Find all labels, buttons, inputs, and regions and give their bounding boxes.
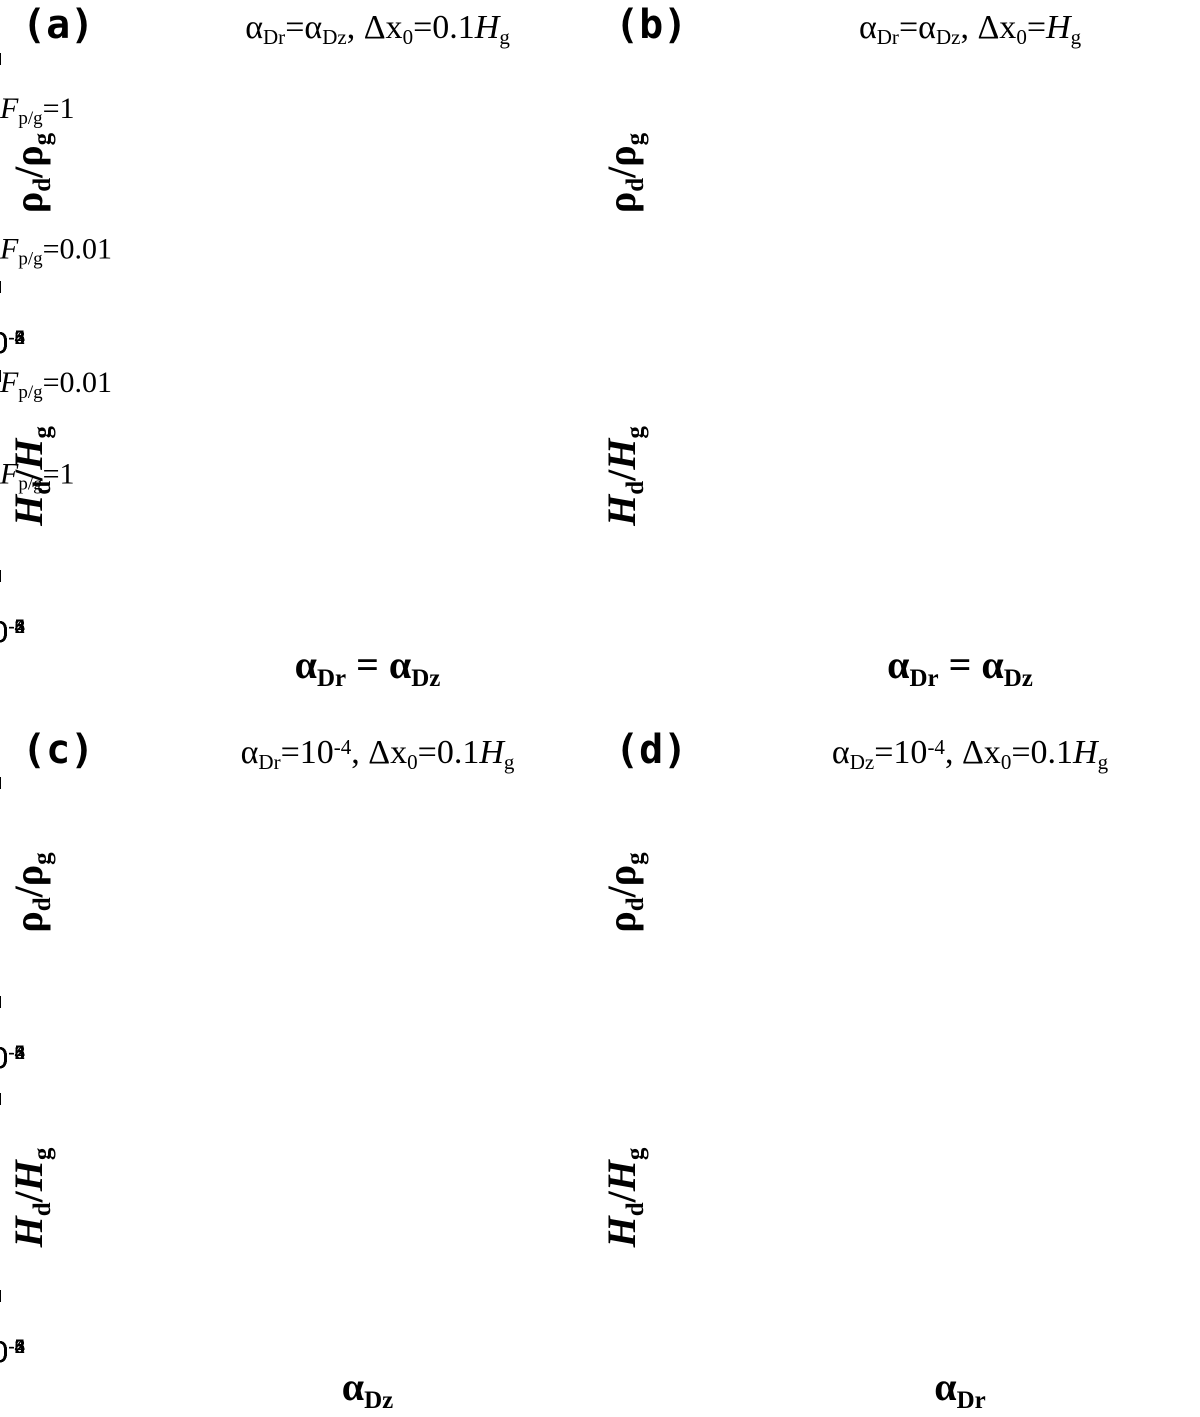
annotation: Fp/g=0.01: [0, 366, 112, 403]
bottom-subplot: 10-610-510-410-310-210-210-1100Fp/g=0.01…: [0, 366, 112, 649]
y-axis-label: ρd/ρg: [599, 852, 649, 933]
x-axis-label: αDr: [934, 1364, 985, 1414]
panel-title: αDr=10-4, Δx0=0.1Hg: [241, 734, 515, 774]
x-tick-label: 10-5: [0, 616, 25, 649]
x-tick-label: 10-5: [0, 327, 25, 360]
annotation: Fp/g=0.01: [0, 233, 112, 270]
x-tick-label: 10-2: [0, 616, 25, 649]
panel-b: (b)αDr=αDz, Δx0=Hg10-610-510-410-310-210…: [0, 2, 1082, 692]
x-tick-label: 10-6: [0, 327, 25, 360]
x-tick-label: 10-6: [0, 1336, 25, 1369]
x-tick-label: 10-6: [0, 1336, 25, 1369]
x-tick-label: 10-5: [0, 1042, 25, 1075]
x-tick-label: 10-5: [0, 1336, 25, 1369]
panel-letter: (a): [22, 2, 94, 48]
x-tick-label: 10-2: [0, 1042, 25, 1075]
x-tick-label: 10-3: [0, 616, 25, 649]
x-tick-label: 10-3: [0, 616, 25, 649]
panel-letter: (c): [22, 727, 94, 773]
panel-c: (c)αDr=10-4, Δx0=0.1Hg10-610-510-410-310…: [0, 727, 515, 1414]
x-tick-label: 10-2: [0, 1336, 25, 1369]
bottom-subplot: 10-610-510-410-310-210-210-1100Hd/Hg: [0, 1093, 56, 1369]
top-subplot: 10-610-510-410-310-210-2100102104ρd/ρg: [0, 764, 649, 1075]
panel-title: αDr=αDz, Δx0=Hg: [859, 9, 1082, 49]
x-tick-label: 10-2: [0, 616, 25, 649]
x-tick-label: 10-5: [0, 1336, 25, 1369]
panel-d: (d)αDz=10-4, Δx0=0.1Hg10-610-510-410-310…: [0, 727, 1109, 1414]
x-tick-label: 10-4: [0, 327, 26, 360]
x-tick-label: 10-6: [0, 1042, 25, 1075]
x-tick-label: 10-2: [0, 1336, 25, 1369]
x-tick-label: 10-6: [0, 616, 25, 649]
x-tick-label: 10-4: [0, 616, 26, 649]
x-tick-label: 10-5: [0, 616, 25, 649]
x-tick-label: 10-4: [0, 616, 26, 649]
x-tick-label: 10-4: [0, 1336, 26, 1369]
annotation: Fp/g=1: [0, 457, 75, 494]
top-subplot: 10-610-510-410-310-210-2100102104ρd/ρg: [0, 40, 649, 360]
x-tick-label: 10-2: [0, 1042, 25, 1075]
x-tick-label: 10-4: [0, 1042, 26, 1075]
x-axis-label: αDr = αDz: [295, 642, 441, 692]
x-axis-label: αDz: [342, 1364, 393, 1414]
x-tick-label: 10-3: [0, 1042, 25, 1075]
y-axis-label: Hd/Hg: [599, 426, 649, 527]
top-subplot: 10-610-510-410-310-210-2100102104Fp/g=1F…: [0, 40, 112, 360]
bottom-subplot: 10-610-510-410-310-210-210-1100Hd/Hg: [0, 1093, 649, 1369]
x-tick-label: 10-3: [0, 1336, 25, 1369]
x-tick-label: 10-6: [0, 616, 25, 649]
y-axis-label: ρd/ρg: [6, 852, 56, 933]
panel-title: αDr=αDz, Δx0=0.1Hg: [245, 9, 510, 49]
x-tick-label: 10-4: [0, 1042, 26, 1075]
y-axis-label: Hd/Hg: [599, 1147, 649, 1248]
y-axis-label: Hd/Hg: [6, 1147, 56, 1248]
x-tick-label: 10-5: [0, 1042, 25, 1075]
y-axis-label: Hd/Hg: [6, 426, 56, 527]
x-tick-label: 10-6: [0, 1042, 25, 1075]
y-axis-label: ρd/ρg: [599, 132, 649, 213]
x-tick-label: 10-5: [0, 327, 25, 360]
x-tick-label: 10-4: [0, 327, 26, 360]
x-axis-label: αDr = αDz: [887, 642, 1033, 692]
x-tick-label: 10-3: [0, 1042, 25, 1075]
x-tick-label: 10-3: [0, 327, 25, 360]
bottom-subplot: 10-610-510-410-310-210-210-1100Hd/Hg: [0, 370, 649, 649]
x-tick-label: 10-4: [0, 1336, 26, 1369]
x-tick-label: 10-2: [0, 327, 25, 360]
annotation: Fp/g=1: [0, 92, 75, 129]
panel-title: αDz=10-4, Δx0=0.1Hg: [832, 734, 1109, 774]
x-tick-label: 10-6: [0, 327, 25, 360]
x-tick-label: 10-2: [0, 327, 25, 360]
x-tick-label: 10-3: [0, 1336, 25, 1369]
panel-letter: (b): [615, 2, 687, 48]
panel-a: (a)αDr=αDz, Δx0=0.1Hg10-610-510-410-310-…: [0, 2, 510, 692]
x-tick-label: 10-3: [0, 327, 25, 360]
y-axis-label: ρd/ρg: [6, 132, 56, 213]
top-subplot: 10-610-510-410-310-210-2100102104ρd/ρg: [0, 764, 56, 1075]
panel-letter: (d): [615, 727, 687, 773]
